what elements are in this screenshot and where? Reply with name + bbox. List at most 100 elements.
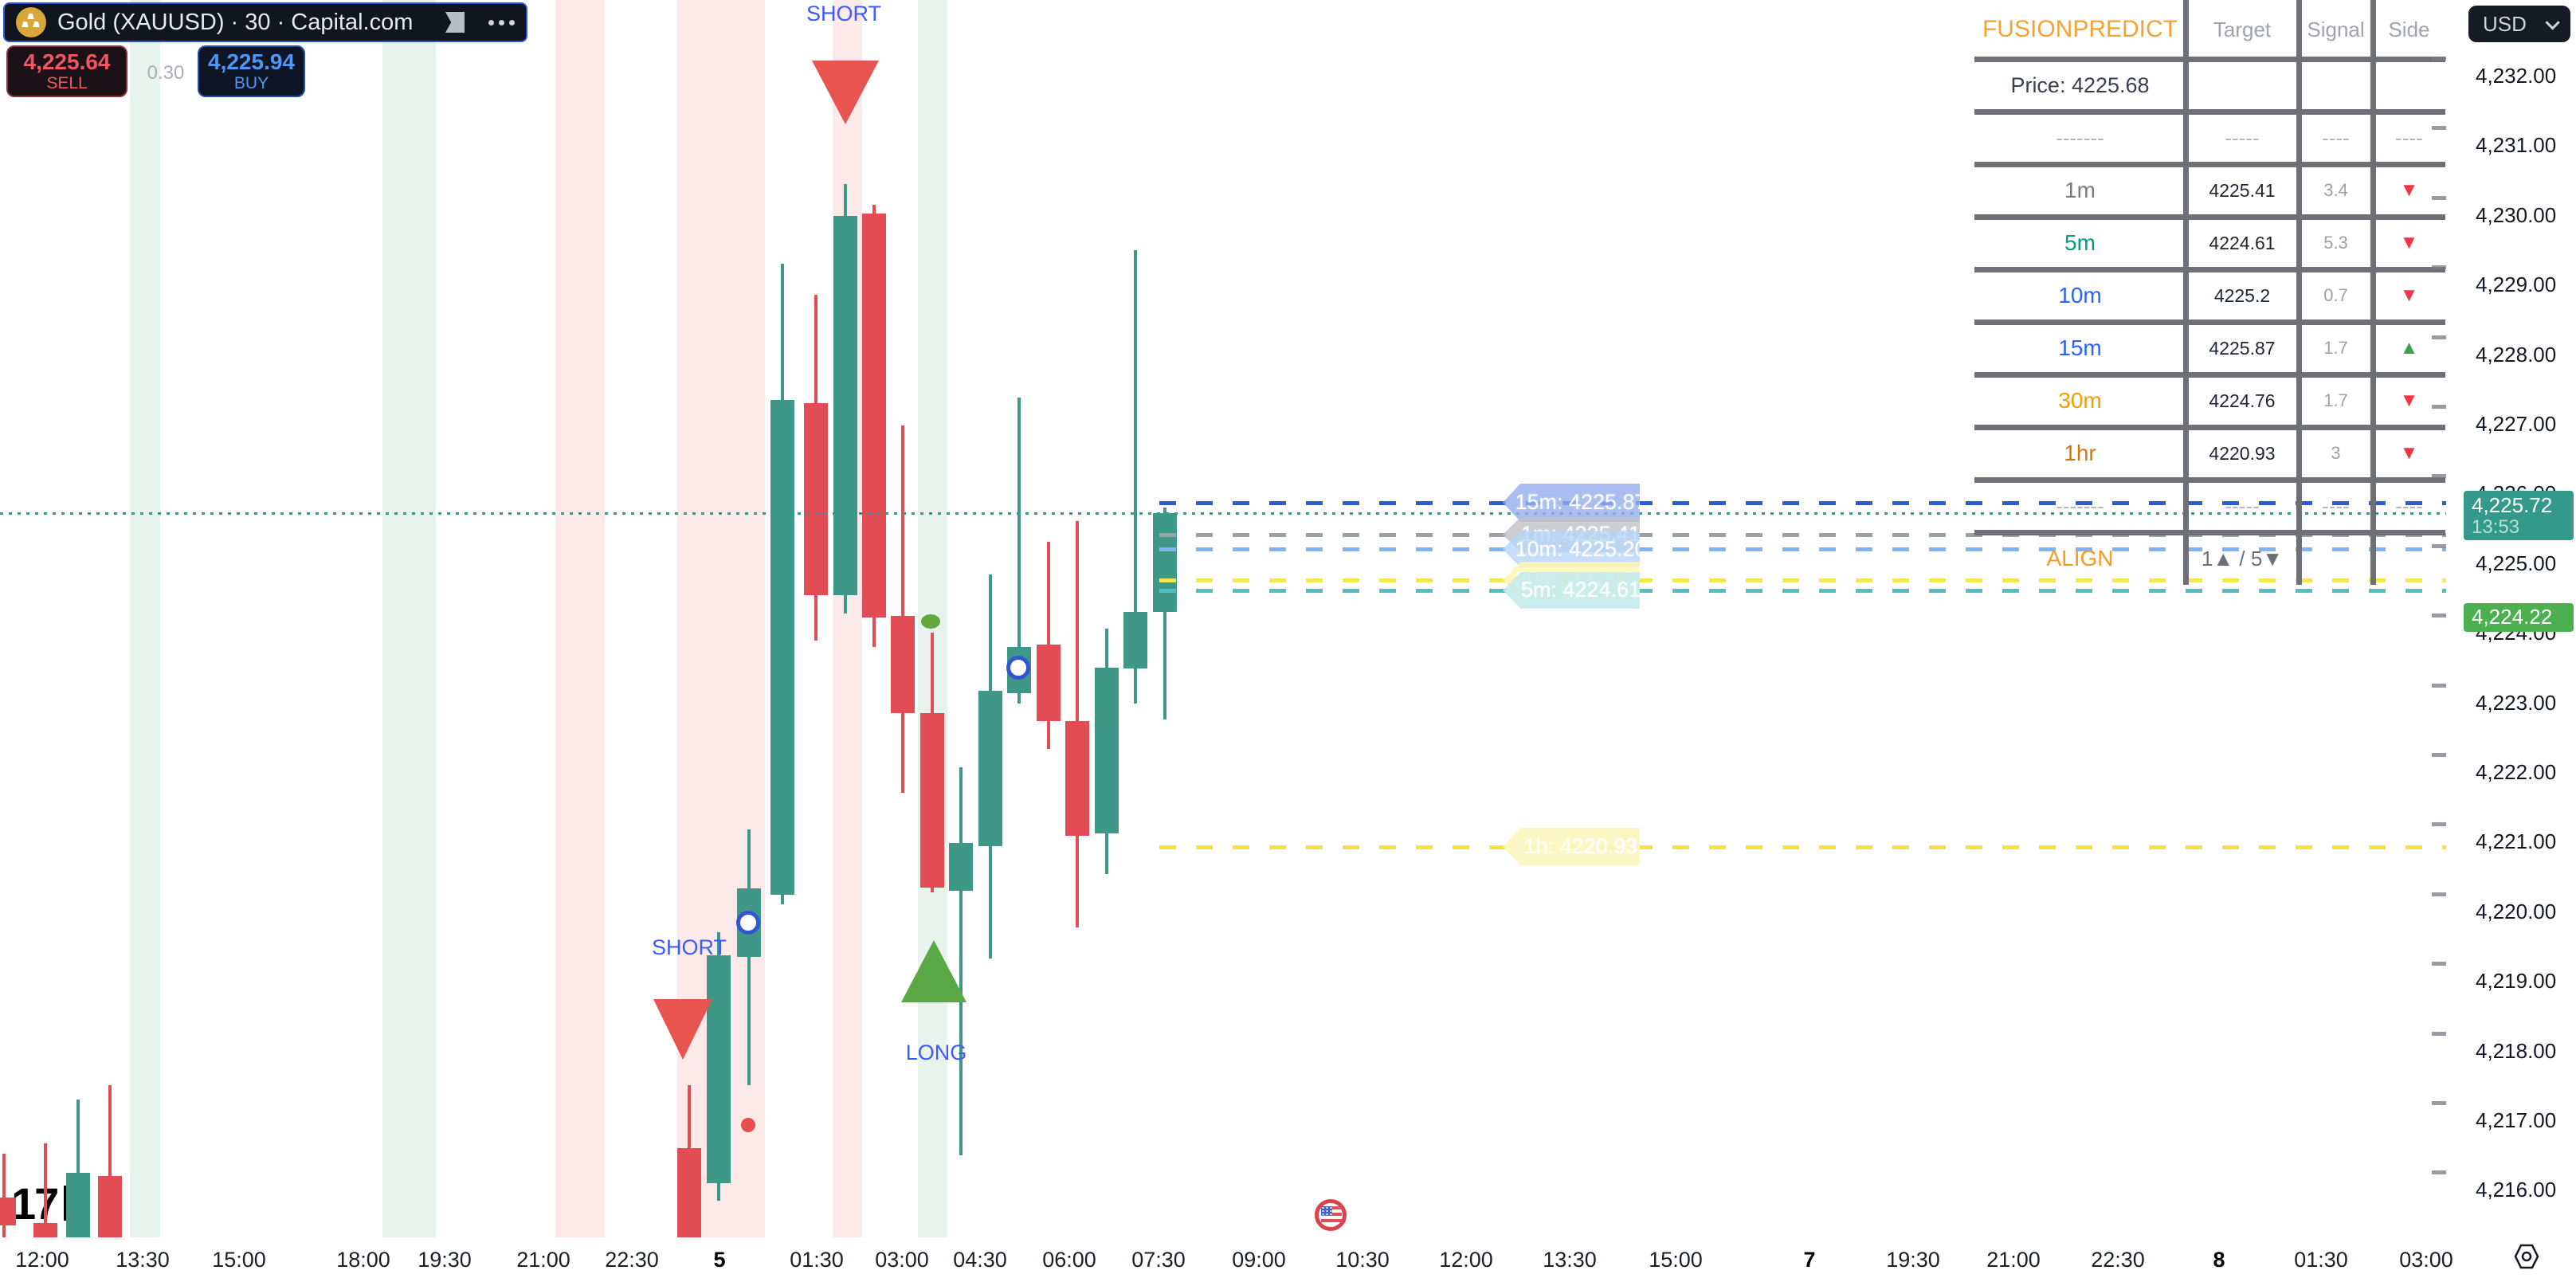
candle-body xyxy=(98,1175,122,1237)
long-triangle-icon xyxy=(901,940,966,1002)
price-axis-tick xyxy=(2432,614,2446,618)
prediction-tag-5m: 5m: 4224.61 xyxy=(1503,571,1640,609)
symbol-title: Gold (XAUUSD) · 30 · Capital.com xyxy=(57,9,414,35)
prediction-line-15m xyxy=(1159,500,2446,505)
buy-button[interactable]: 4,225.94 BUY xyxy=(198,45,305,97)
candle-body xyxy=(1065,721,1089,836)
time-axis-label: 07:30 xyxy=(1131,1248,1186,1272)
more-menu-icon[interactable] xyxy=(488,19,515,25)
table-side-arrow: ▼ xyxy=(2399,390,2419,411)
table-tf-label: 5m xyxy=(2064,230,2096,255)
price-axis-tick xyxy=(2432,962,2446,966)
long-label: LONG xyxy=(905,1041,967,1064)
candle-body xyxy=(891,616,915,713)
price-axis[interactable]: USD 4,232.00 4,231.00 4,230.00 4,229.00 4,22… xyxy=(2432,0,2576,1278)
time-axis-label: 03:00 xyxy=(875,1248,929,1272)
candle-body xyxy=(804,402,828,595)
table-side-arrow: ▼ xyxy=(2399,284,2419,306)
candle-wick xyxy=(901,425,904,794)
current-price-line xyxy=(0,512,2446,515)
price-axis-label: 4,227.00 xyxy=(2476,412,2557,436)
candle-body xyxy=(978,690,1002,846)
table-signal-value: 5.3 xyxy=(2323,233,2348,253)
flag-bookmark-icon[interactable] xyxy=(445,12,465,33)
prediction-line-1h xyxy=(1159,845,2446,849)
currency-label: USD xyxy=(2483,11,2527,36)
table-row-border xyxy=(1974,57,2445,62)
candle-body xyxy=(1037,645,1061,722)
chart-area[interactable]: 17 FUSIONPREDICT Target Signal Side Price: 4… xyxy=(0,0,2462,1237)
price-axis-label: 4,220.00 xyxy=(2476,899,2557,923)
time-axis-label: 15:00 xyxy=(212,1248,266,1272)
time-axis-label: 13:30 xyxy=(116,1248,170,1272)
price-axis-tick xyxy=(2432,57,2446,61)
sell-price: 4,225.64 xyxy=(23,49,111,74)
sell-button[interactable]: 4,225.64 SELL xyxy=(6,45,127,97)
table-align-value: 1▲ / 5▼ xyxy=(2201,546,2284,570)
prediction-line-30m xyxy=(1159,578,2446,582)
table-row-border xyxy=(1974,530,2445,535)
time-axis-label: 5 xyxy=(713,1248,726,1272)
price-axis-settings-gear-icon[interactable] xyxy=(2511,1241,2542,1272)
short-label-top: SHORT xyxy=(806,2,882,25)
time-axis-label: 19:30 xyxy=(418,1248,472,1272)
table-dash-cell: ------- xyxy=(2056,125,2104,150)
candle-body xyxy=(920,712,944,888)
table-tf-label: 30m xyxy=(2058,388,2102,413)
candle-body xyxy=(1095,667,1119,833)
time-axis-label: 18:00 xyxy=(336,1248,390,1272)
symbol-header[interactable]: Gold (XAUUSD) · 30 · Capital.com xyxy=(3,2,527,42)
table-dash-cell: ---- xyxy=(2322,493,2350,518)
candle-body xyxy=(862,214,886,617)
entry-ring-marker xyxy=(736,910,760,935)
candle-body xyxy=(66,1173,90,1237)
price-axis-label: 4,222.00 xyxy=(2476,760,2557,784)
table-signal-value: 1.7 xyxy=(2323,338,2348,358)
table-signal-value: 3 xyxy=(2331,443,2341,463)
time-axis-label: 13:30 xyxy=(1543,1248,1597,1272)
table-dash-cell: ------- xyxy=(2056,493,2104,518)
table-col-header: Side xyxy=(2388,17,2430,41)
candle-body xyxy=(707,955,731,1183)
table-tf-label: 10m xyxy=(2058,283,2102,308)
short-label-mid: SHORT xyxy=(651,935,727,959)
time-axis-label: 21:00 xyxy=(1986,1248,2041,1272)
table-target-value: 4225.41 xyxy=(2209,179,2276,201)
price-axis-tick xyxy=(2432,822,2446,827)
last-price-badge: 4,225.72 13:53 xyxy=(2464,490,2574,540)
table-column-border xyxy=(2370,0,2376,585)
candle-body xyxy=(1123,611,1147,668)
table-signal-value: 1.7 xyxy=(2323,390,2348,410)
price-axis-tick xyxy=(2432,892,2446,896)
table-target-value: 4224.76 xyxy=(2209,390,2276,411)
table-row-border xyxy=(1974,477,2445,483)
price-axis-tick xyxy=(2432,1031,2446,1036)
time-axis[interactable]: 12:00 13:30 15:00 18:00 19:30 21:00 22:30 5 01:3… xyxy=(0,1237,2462,1278)
time-axis-label: 01:30 xyxy=(790,1248,844,1272)
table-row-border xyxy=(1974,267,2445,272)
table-col-header: Signal xyxy=(2307,17,2365,41)
candle-body xyxy=(770,400,794,895)
buy-price: 4,225.94 xyxy=(208,49,295,74)
price-axis-label: 4,228.00 xyxy=(2476,342,2557,367)
table-row-border xyxy=(1974,425,2445,430)
time-axis-label: 04:30 xyxy=(953,1248,1007,1272)
table-tf-label: 1m xyxy=(2064,178,2096,202)
table-tf-label: 1hr xyxy=(2064,441,2096,465)
table-side-arrow: ▼ xyxy=(2399,442,2419,464)
session-band-pink xyxy=(555,0,605,1237)
economic-event-usa-icon[interactable] xyxy=(1315,1199,1347,1231)
table-signal-value: 3.4 xyxy=(2323,180,2348,200)
time-axis-label: 10:30 xyxy=(1335,1248,1390,1272)
price-axis-label: 4,231.00 xyxy=(2476,133,2557,158)
price-axis-tick xyxy=(2432,543,2446,548)
candle-wick xyxy=(1134,249,1137,704)
table-price-row: Price: 4225.68 xyxy=(2010,73,2150,97)
table-dash-cell: ----- xyxy=(2225,493,2260,518)
table-dash-cell: ----- xyxy=(2225,125,2260,150)
price-axis-label: 4,232.00 xyxy=(2476,64,2557,88)
currency-dropdown[interactable]: USD xyxy=(2468,6,2570,42)
time-axis-label: 22:30 xyxy=(605,1248,659,1272)
table-dash-cell: ---- xyxy=(2395,125,2423,150)
table-title: FUSIONPREDICT xyxy=(1982,16,2178,42)
